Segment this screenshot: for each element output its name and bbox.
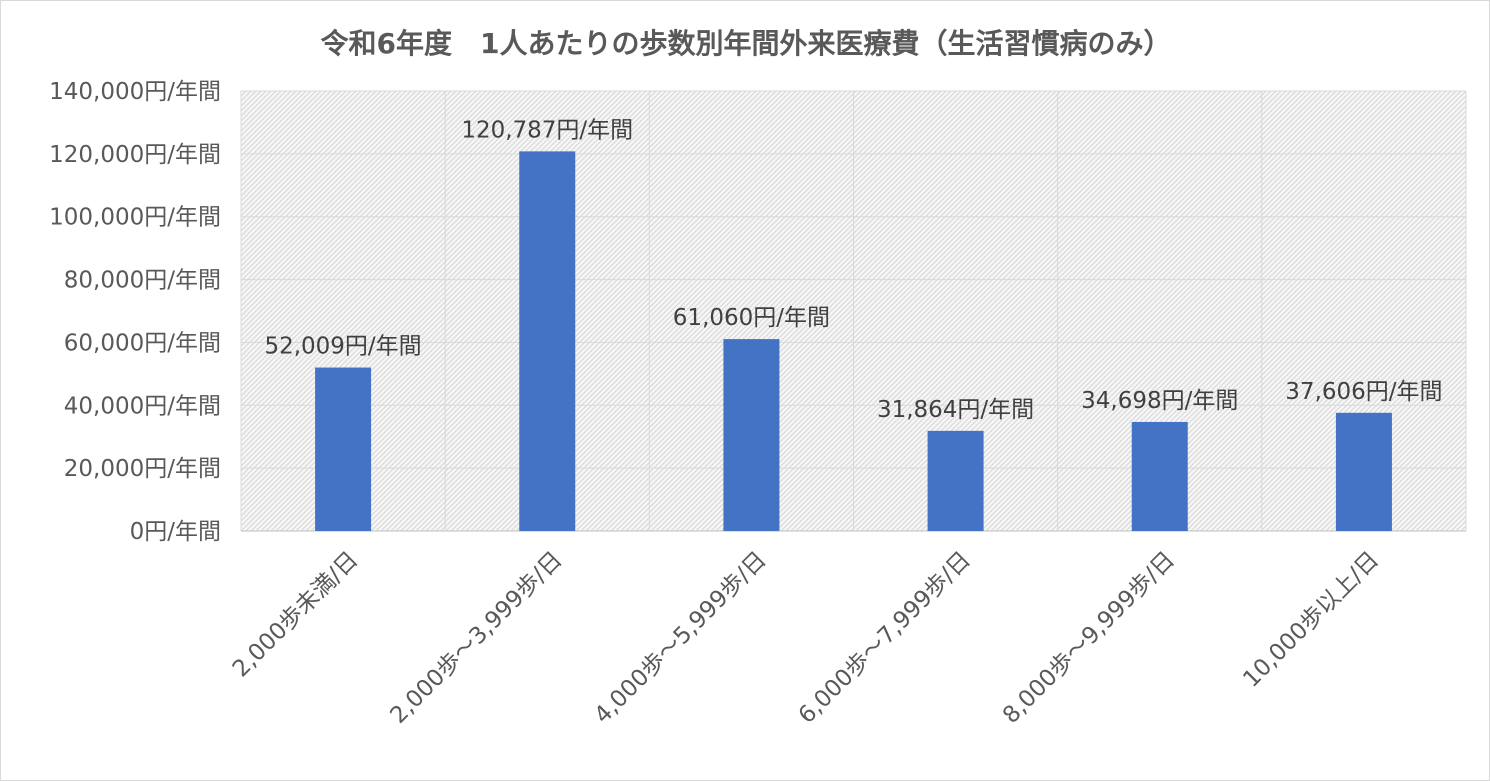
- bar: [519, 151, 576, 531]
- y-tick-label: 0円/年間: [130, 519, 221, 545]
- y-tick-label: 140,000円/年間: [49, 79, 221, 105]
- chart-title: 令和6年度 1人あたりの歩数別年間外来医療費（生活習慣病のみ）: [321, 27, 1172, 60]
- x-axis-ticks: 2,000歩未満/日 2,000歩～3,999歩/日 4,000歩～5,999歩/日…: [228, 547, 1384, 729]
- y-tick-label: 100,000円/年間: [49, 205, 221, 231]
- data-labels: 52,009円/年間 120,787円/年間 61,060円/年間 31,864円/年…: [264, 117, 1442, 422]
- y-tick-label: 60,000円/年間: [64, 330, 221, 356]
- x-tick-label: 2,000歩～3,999歩/日: [385, 547, 567, 729]
- bar: [1131, 421, 1188, 531]
- data-label: 120,787円/年間: [461, 117, 633, 143]
- bars: [315, 151, 1392, 531]
- y-axis-ticks: 0円/年間 20,000円/年間 40,000円/年間 60,000円/年間 80,00…: [49, 79, 221, 545]
- data-label: 34,698円/年間: [1081, 388, 1238, 414]
- bar: [315, 367, 372, 531]
- x-tick-label: 4,000歩～5,999歩/日: [590, 547, 772, 729]
- gridlines: [240, 90, 1467, 532]
- data-label: 52,009円/年間: [264, 334, 421, 360]
- y-tick-label: 120,000円/年間: [49, 142, 221, 168]
- x-tick-label: 10,000歩以上/日: [1238, 547, 1384, 693]
- data-label: 31,864円/年間: [877, 397, 1034, 423]
- bar: [723, 339, 780, 531]
- data-label: 61,060円/年間: [673, 305, 830, 331]
- y-tick-label: 20,000円/年間: [64, 456, 221, 482]
- data-label: 37,606円/年間: [1285, 379, 1442, 405]
- y-tick-label: 40,000円/年間: [64, 393, 221, 419]
- bar: [1335, 412, 1392, 531]
- x-tick-label: 8,000歩～9,999歩/日: [998, 547, 1180, 729]
- x-tick-label: 6,000歩～7,999歩/日: [794, 547, 976, 729]
- x-tick-label: 2,000歩未満/日: [228, 547, 363, 682]
- bar: [927, 430, 984, 531]
- y-tick-label: 80,000円/年間: [64, 268, 221, 294]
